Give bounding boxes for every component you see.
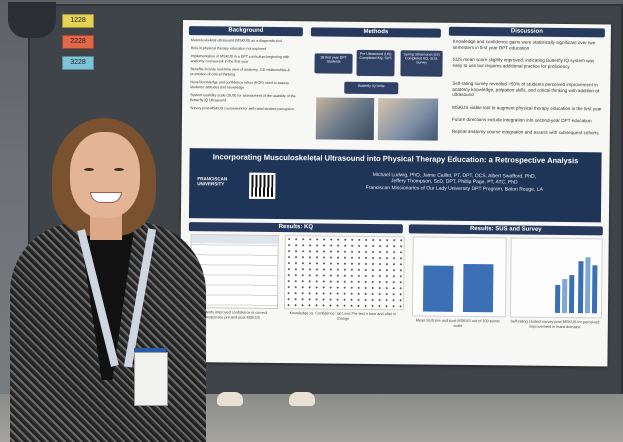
kq-caption: Students improved confidence in correct … <box>199 310 267 320</box>
sus-bar-pre <box>422 265 454 312</box>
scatter-caption: Knowledge vs. Confidence: (a) Less Pre-t… <box>289 311 397 321</box>
survey-bar-5 <box>584 257 591 314</box>
background-bullet-1: Musculoskeletal ultrasound (MSKUS) as a … <box>190 38 283 44</box>
discussion-header: Discussion <box>448 26 605 38</box>
survey-bar-1 <box>554 284 561 313</box>
discussion-bullet-1: Knowledge and confidence gains were stat… <box>452 38 596 51</box>
title-band: Incorporating Musculoskeletal Ultrasound… <box>188 148 602 223</box>
methods-step-2: Pre Ultrasound (US) Completed KQ, SUS <box>356 49 395 77</box>
background-header: Background <box>188 26 303 37</box>
background-bullet-6: System usability scale (SUS) for assessm… <box>190 93 296 103</box>
sus-caption: Mean SUS pre and post MSKUS out of 100 p… <box>415 318 500 328</box>
board-hook <box>8 2 56 38</box>
shoe-left <box>217 392 243 406</box>
background-bullet-2: Role in physical therapy education not e… <box>190 46 267 51</box>
background-person-legs <box>215 372 335 414</box>
methods-header: Methods <box>310 27 441 38</box>
qr-code <box>249 172 276 199</box>
methods-photo-2 <box>377 98 439 141</box>
survey-caption: Self-rating student survey post-MSKUS fo… <box>510 319 600 329</box>
methods-photo-1 <box>315 97 375 141</box>
discussion-bullet-3: Self-rating survey revealed >50% of stud… <box>452 80 600 98</box>
survey-bar-4 <box>577 261 584 314</box>
research-poster: Background Musculoskeletal ultrasound (M… <box>179 20 611 367</box>
kq-table-rows <box>190 235 278 309</box>
results-kq-header: Results: KQ <box>188 222 403 234</box>
methods-step-3: Spring Ultrasound (US) Completed KQ, SUS… <box>400 50 443 77</box>
university-logo: FRANCISCAN UNIVERSITY <box>197 176 245 193</box>
background-bullet-4: Benefits include real-time view of anato… <box>190 67 290 77</box>
sus-bar-post <box>462 263 494 313</box>
background-bullet-5: Novel knowledge and confidence ratios (K… <box>190 80 289 90</box>
room-tag-1: 1228 <box>62 14 94 28</box>
discussion-bullet-4: MSKUS viable tool to augment physical th… <box>452 104 602 112</box>
author-list: Michael Ludwig, PhD, Jaime Caillet, PT, … <box>319 171 589 193</box>
room-tag-3: 3228 <box>62 56 94 70</box>
kq-table <box>189 234 279 310</box>
methods-device: Butterfly IQ Units <box>344 81 399 95</box>
logo-line-2: UNIVERSITY <box>197 181 225 187</box>
shoe-right <box>289 392 315 406</box>
poster-title: Incorporating Musculoskeletal Ultrasound… <box>212 152 579 166</box>
room-tag-2: 2228 <box>62 35 94 49</box>
methods-step-1: 39 first year DPT Students <box>314 53 353 74</box>
survey-bar-3 <box>568 275 575 314</box>
survey-chart <box>509 237 603 319</box>
survey-bar-6 <box>591 265 598 314</box>
results-sus-header: Results: SUS and Survey <box>408 224 603 236</box>
discussion-bullet-6: Repeat anatomy course integration and as… <box>451 128 599 136</box>
discussion-bullet-5: Future directions include integration in… <box>451 116 592 124</box>
discussion-bullet-2: SUS mean score slightly improved, indica… <box>452 56 595 69</box>
background-bullet-3: Implementation of MSKUS in a DPT curricu… <box>190 54 290 64</box>
background-bullet-7: Survey post-MSKUS coursework for self-ra… <box>190 106 295 112</box>
kq-scatter <box>283 235 405 311</box>
survey-bar-2 <box>561 278 568 314</box>
sus-chart <box>411 236 507 318</box>
